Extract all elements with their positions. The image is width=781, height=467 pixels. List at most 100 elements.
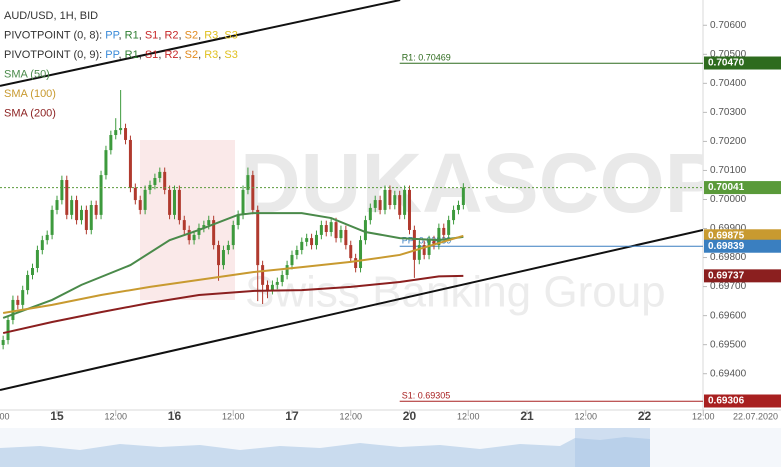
x-tick-label: 20 bbox=[403, 409, 417, 423]
candle-body bbox=[65, 180, 69, 215]
trendline bbox=[0, 228, 703, 391]
candle-body bbox=[207, 220, 211, 226]
price-label-box bbox=[704, 229, 781, 243]
candle-body bbox=[280, 274, 284, 282]
x-tick-label: 21 bbox=[520, 409, 534, 423]
candle-body bbox=[16, 299, 20, 305]
candle-body bbox=[241, 189, 245, 215]
candle-body bbox=[50, 209, 54, 235]
legend-text: S2 bbox=[185, 49, 198, 61]
candle-body bbox=[256, 209, 260, 266]
x-tick-label: 16 bbox=[168, 409, 182, 423]
candle-body bbox=[158, 171, 162, 178]
legend-text: S3 bbox=[224, 49, 237, 61]
candle-body bbox=[79, 209, 83, 221]
legend-series: SMA (100) bbox=[4, 88, 56, 100]
candle-body bbox=[275, 281, 279, 285]
legend-text: , bbox=[139, 49, 145, 61]
candle-body bbox=[437, 227, 441, 246]
y-tick-label: 0.70200 bbox=[710, 136, 747, 147]
candle-body bbox=[368, 207, 372, 221]
legend-text: PIVOTPOINT (0, 8): bbox=[4, 29, 105, 41]
candle-body bbox=[217, 245, 221, 266]
candle-body bbox=[403, 189, 407, 215]
candle-body bbox=[1, 340, 5, 345]
candle-body bbox=[212, 220, 216, 246]
candle-body bbox=[290, 254, 294, 266]
x-tick-label: 22 bbox=[638, 409, 652, 423]
price-label-box bbox=[704, 394, 781, 408]
watermark-logo bbox=[140, 140, 235, 300]
legend-text: R2 bbox=[164, 29, 178, 41]
pivot-label: R1: 0.70469 bbox=[402, 53, 451, 63]
x-tick-label: 12:00 bbox=[0, 411, 10, 421]
candle-body bbox=[261, 265, 265, 285]
candle-body bbox=[109, 135, 113, 151]
legend-text: R3 bbox=[204, 49, 218, 61]
candle-body bbox=[187, 229, 191, 241]
legend-text: , bbox=[218, 49, 224, 61]
candle-body bbox=[114, 130, 118, 136]
candle-body bbox=[163, 171, 167, 190]
legend-text: , bbox=[218, 29, 224, 41]
legend-series: SMA (200) bbox=[4, 107, 56, 119]
candle-body bbox=[31, 268, 35, 275]
candle-body bbox=[143, 189, 147, 210]
price-label-box bbox=[704, 269, 781, 283]
plot: DUKASCOPY Swiss Banking Group R1: 0.70469 P… bbox=[0, 0, 777, 402]
candle-body bbox=[35, 250, 39, 269]
candle-body bbox=[133, 187, 137, 201]
candle-body bbox=[177, 189, 181, 221]
candle-body bbox=[310, 238, 314, 246]
x-tick-label: 17 bbox=[285, 409, 299, 423]
y-tick-label: 0.70300 bbox=[710, 107, 747, 118]
price-label: 0.69737 bbox=[708, 270, 745, 281]
watermark: DUKASCOPY bbox=[240, 136, 777, 230]
trendline bbox=[0, 0, 401, 87]
legend-line: PIVOTPOINT (0, 8): PP, R1, S1, R2, S2, R… bbox=[4, 29, 238, 41]
price-label: 0.70470 bbox=[708, 58, 745, 69]
legend-text: , bbox=[179, 29, 185, 41]
price-label: 0.69875 bbox=[708, 230, 745, 241]
legend-text: , bbox=[158, 49, 164, 61]
candle-body bbox=[398, 195, 402, 215]
y-tick-label: 0.70500 bbox=[710, 49, 747, 60]
price-label-box bbox=[704, 181, 781, 195]
candle-body bbox=[319, 225, 323, 235]
candle-body bbox=[329, 222, 333, 233]
candle-body bbox=[119, 128, 123, 131]
candle-body bbox=[21, 290, 25, 305]
candle-body bbox=[231, 225, 235, 246]
overlay: 0.69400 0.69500 0.69600 0.69700 0.69800 0.699… bbox=[0, 10, 781, 423]
x-tick-label: 12:00 bbox=[574, 411, 597, 421]
candle-body bbox=[75, 200, 79, 221]
candle-body bbox=[40, 240, 44, 251]
candle-body bbox=[427, 240, 431, 255]
candle-body bbox=[388, 189, 392, 205]
x-tick-label: 12:00 bbox=[222, 411, 245, 421]
y-tick-label: 0.70600 bbox=[710, 20, 747, 31]
candle-body bbox=[251, 175, 255, 210]
candle-body bbox=[349, 245, 353, 259]
candle-body bbox=[383, 189, 387, 210]
watermark-subtitle: Swiss Banking Group bbox=[245, 268, 666, 317]
candle-body bbox=[197, 227, 201, 235]
candle-body bbox=[378, 200, 382, 210]
navigator-window[interactable] bbox=[575, 428, 650, 467]
price-label-box bbox=[704, 56, 781, 70]
candle-body bbox=[11, 299, 15, 320]
y-tick-label: 0.70000 bbox=[710, 194, 747, 205]
candle-body bbox=[192, 234, 196, 241]
legend-text: R1 bbox=[125, 49, 139, 61]
sma-line bbox=[2, 234, 464, 315]
legend-text: , bbox=[139, 29, 145, 41]
x-tick-label: 12:00 bbox=[457, 411, 480, 421]
legend-line: PIVOTPOINT (0, 9): PP, R1, S1, R2, S2, R… bbox=[4, 49, 238, 61]
candle-body bbox=[432, 240, 436, 246]
candle-body bbox=[334, 222, 338, 239]
candle-body bbox=[363, 220, 367, 241]
candle-body bbox=[285, 265, 289, 275]
y-tick-label: 0.70400 bbox=[710, 78, 747, 89]
candle-body bbox=[6, 319, 10, 341]
candle-body bbox=[26, 274, 30, 291]
